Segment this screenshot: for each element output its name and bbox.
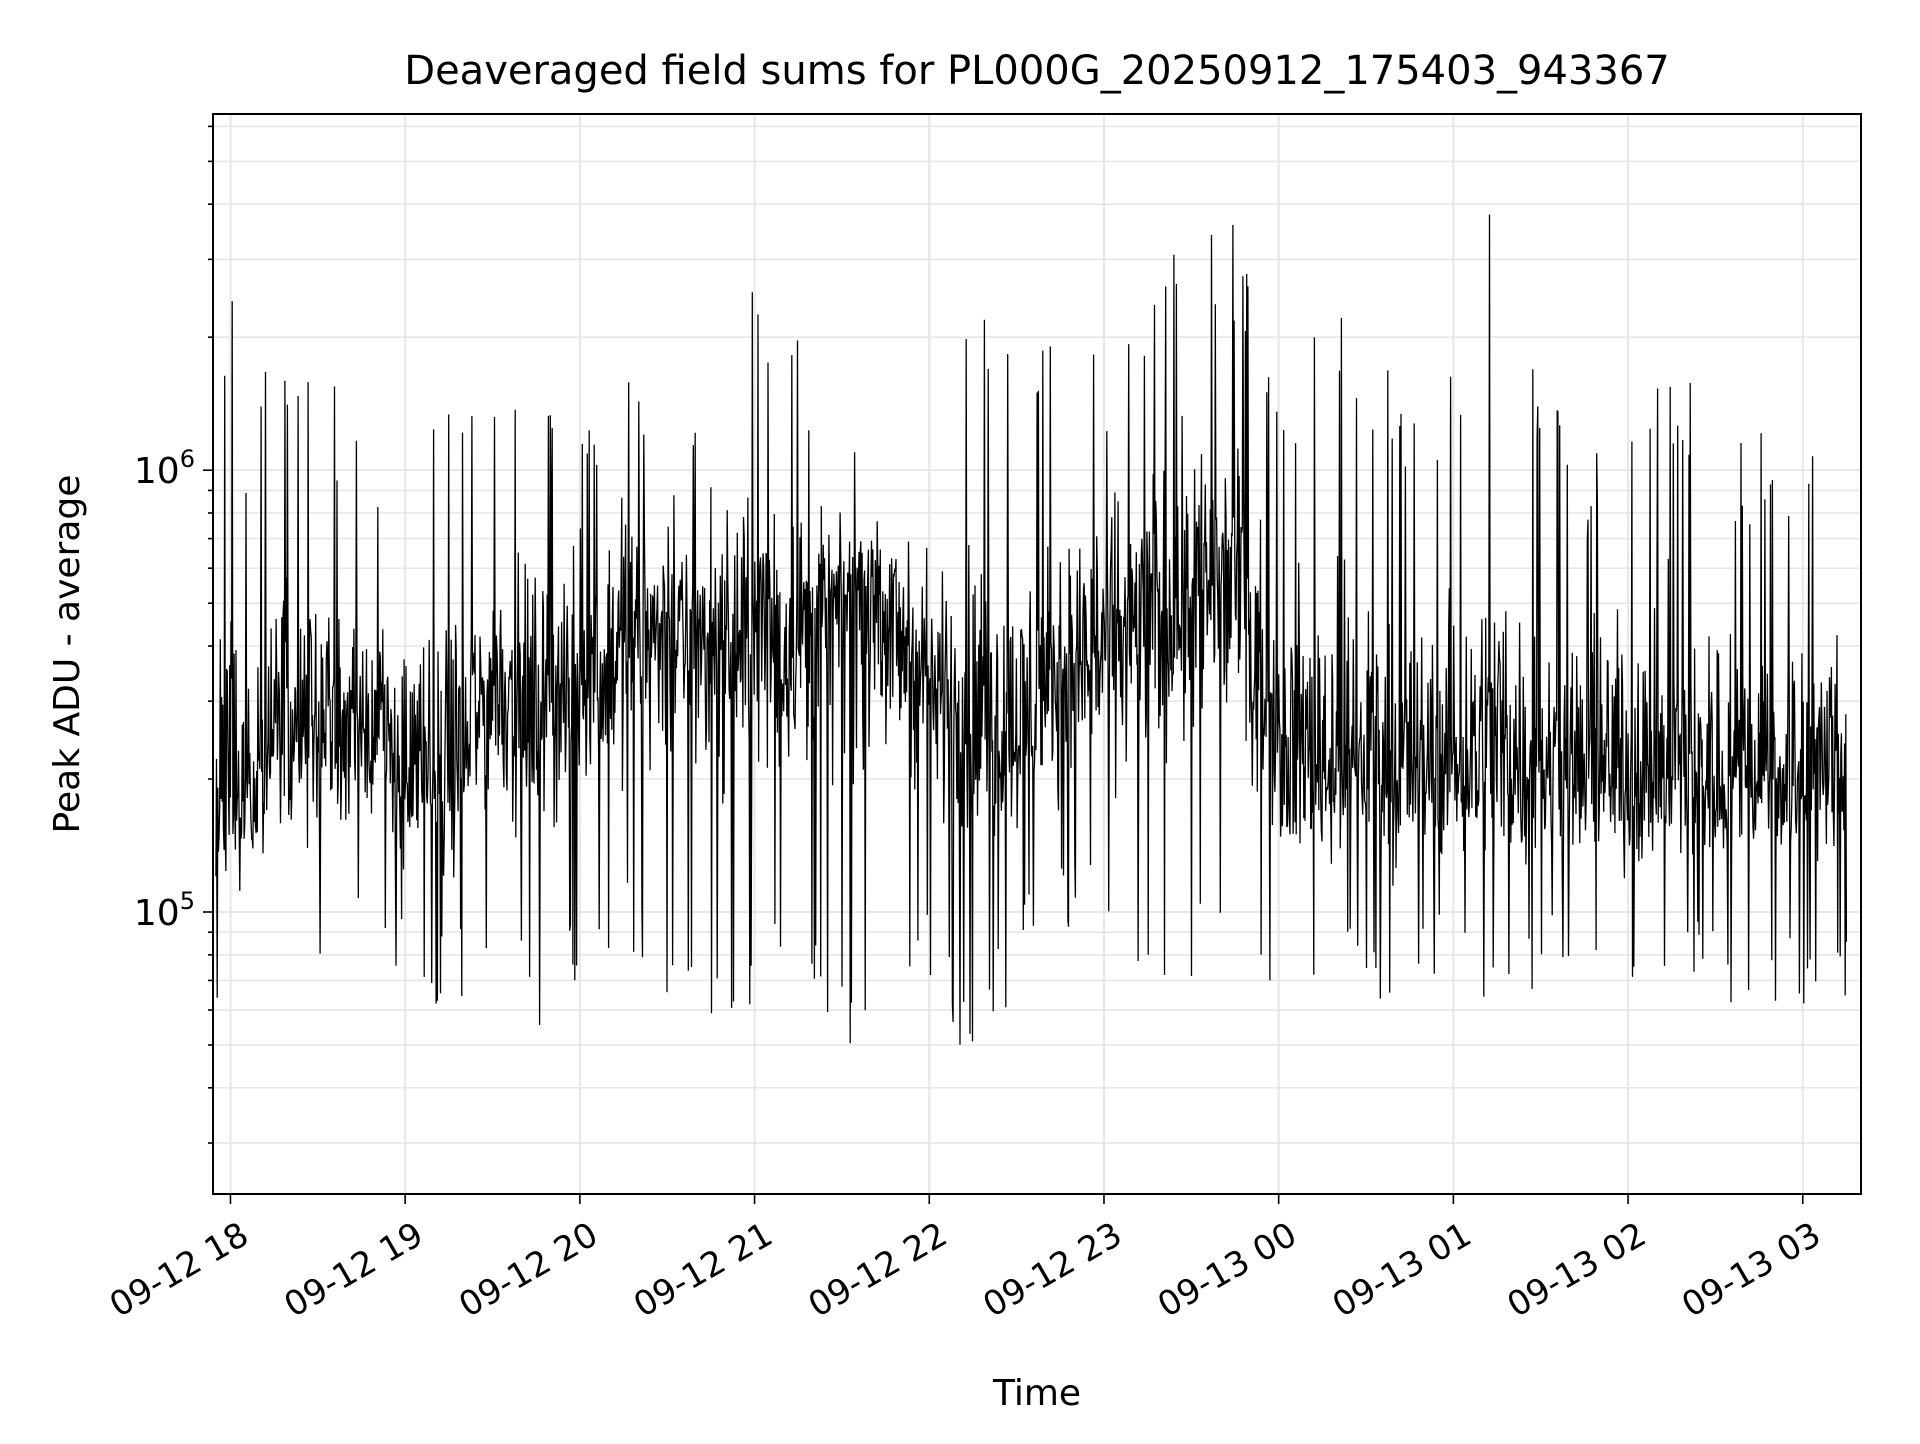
x-tick-label: 09-12 20 [452, 1215, 604, 1326]
chart-title: Deaveraged field sums for PL000G_2025091… [404, 48, 1669, 94]
x-tick-label: 09-13 00 [1151, 1215, 1303, 1326]
x-tick-label: 09-12 19 [278, 1215, 430, 1326]
y-tick-label: 105 [134, 887, 195, 934]
plot-frame [212, 113, 1862, 1195]
x-tick-label: 09-13 03 [1675, 1215, 1827, 1326]
x-tick-label: 09-12 23 [976, 1215, 1128, 1326]
data-line [215, 214, 1848, 1045]
data-layer [215, 214, 1848, 1045]
x-tick-label: 09-13 01 [1326, 1215, 1478, 1326]
y-tick-label: 106 [134, 445, 195, 492]
x-tick-label: 09-12 22 [802, 1215, 954, 1326]
x-tick-label: 09-13 02 [1501, 1215, 1653, 1326]
x-tick-label: 09-12 21 [627, 1215, 779, 1326]
y-axis-label: Peak ADU - average [47, 475, 88, 834]
x-axis-label: Time [992, 1373, 1081, 1414]
x-tick-label: 09-12 18 [103, 1215, 255, 1326]
